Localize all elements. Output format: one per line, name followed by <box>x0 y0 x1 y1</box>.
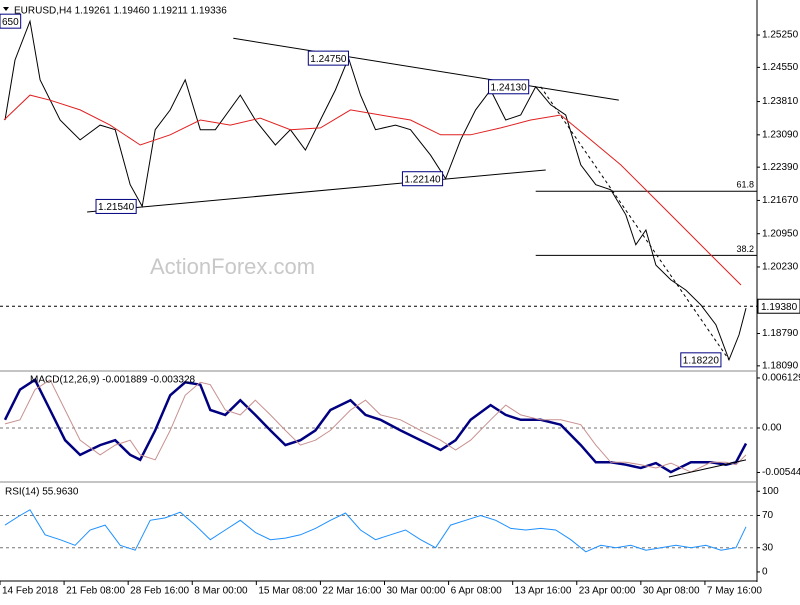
x-tick-label: 28 Feb 16:00 <box>130 586 189 597</box>
trendline <box>87 169 546 213</box>
trendline <box>540 86 730 361</box>
x-tick-label: 30 Mar 00:00 <box>387 586 446 597</box>
x-tick-label: 14 Feb 2018 <box>2 586 59 597</box>
panel-title: RSI(14) 55.9630 <box>5 487 79 498</box>
y-tick-label: 70 <box>762 510 774 521</box>
price-label: 650 <box>2 17 19 28</box>
menu-triangle <box>3 7 9 11</box>
series-line <box>3 377 748 474</box>
panel-title: MACD(12,26,9) -0.001889 -0.003328 <box>30 375 196 386</box>
price-label: 1.24130 <box>491 82 528 93</box>
y-tick-label: 1.18790 <box>762 328 799 339</box>
y-tick-label: 1.21670 <box>762 195 799 206</box>
y-tick-label: 1.24550 <box>762 62 799 73</box>
y-tick-label: 1.18090 <box>762 360 799 371</box>
price-label-box <box>95 198 137 214</box>
y-tick-label: -0.005448 <box>762 467 800 478</box>
y-tick-label: 1.23090 <box>762 129 799 140</box>
y-tick-label: 1.25250 <box>762 30 799 41</box>
price-label-box <box>307 50 349 66</box>
price-label: 1.24750 <box>310 54 347 65</box>
x-tick-label: 8 Mar 00:00 <box>194 586 248 597</box>
y-tick-label: 1.20230 <box>762 262 799 273</box>
y-tick-label: 0 <box>762 567 768 578</box>
price-label-box <box>488 79 530 95</box>
price-label: 1.21540 <box>98 202 135 213</box>
x-tick-label: 22 Mar 16:00 <box>322 586 381 597</box>
price-label: 1.22140 <box>404 174 441 185</box>
y-tick-label: 0.00 <box>762 423 782 434</box>
y-tick-label: 1.20950 <box>762 228 799 239</box>
trendline <box>233 37 619 101</box>
series-line <box>4 509 747 553</box>
current-price-label: 1.19380 <box>761 302 798 313</box>
y-tick-label: 0.006129 <box>762 373 800 384</box>
trendline <box>668 459 747 478</box>
y-tick-label: 1.23810 <box>762 96 799 107</box>
watermark: ActionForex.com <box>150 254 315 279</box>
y-tick-label: 30 <box>762 542 774 553</box>
x-tick-label: 13 Apr 16:00 <box>515 586 572 597</box>
x-tick-label: 7 May 16:00 <box>707 586 762 597</box>
x-tick-label: 6 Apr 08:00 <box>451 586 503 597</box>
x-tick-label: 15 Mar 08:00 <box>258 586 317 597</box>
series-line <box>3 94 742 286</box>
y-tick-label: 100 <box>762 486 779 497</box>
x-tick-label: 23 Apr 00:00 <box>579 586 636 597</box>
y-tick-label: 1.22390 <box>762 162 799 173</box>
fib-label: 38.2 <box>736 244 754 254</box>
current-price-box <box>757 298 800 314</box>
price-label-box <box>401 171 444 187</box>
series-line <box>4 379 747 473</box>
price-label: 1.18220 <box>683 355 720 366</box>
price-label-box <box>0 13 22 29</box>
x-tick-label: 30 Apr 08:00 <box>643 586 700 597</box>
price-label-box <box>680 352 722 368</box>
series-line <box>4 19 747 362</box>
x-tick-label: 21 Feb 08:00 <box>66 586 125 597</box>
panel-title: EURUSD,H4 1.19261 1.19460 1.19211 1.1933… <box>14 6 227 17</box>
fib-label: 61.8 <box>736 180 754 190</box>
